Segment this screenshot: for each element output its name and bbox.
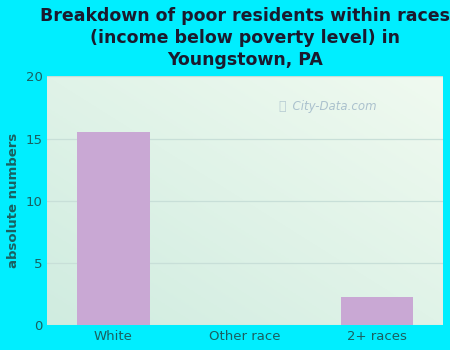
Bar	[77, 132, 149, 325]
Bar	[341, 296, 414, 325]
Text: ⦾: ⦾	[279, 100, 286, 113]
Y-axis label: absolute numbers: absolute numbers	[7, 133, 20, 268]
Text: City-Data.com: City-Data.com	[285, 100, 376, 113]
Title: Breakdown of poor residents within races
(income below poverty level) in
Youngst: Breakdown of poor residents within races…	[40, 7, 450, 69]
